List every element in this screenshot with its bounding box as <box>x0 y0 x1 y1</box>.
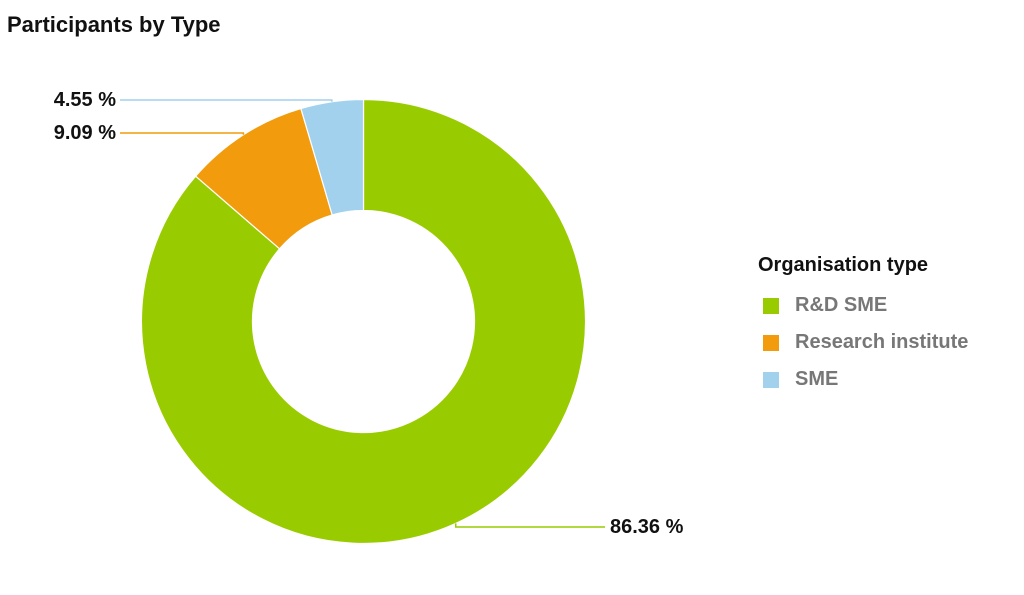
legend-label-rd-sme: R&D SME <box>795 294 888 316</box>
leader-line-sme <box>120 99 333 102</box>
chart-title: Participants by Type <box>7 12 221 37</box>
slices-group <box>140 98 587 545</box>
legend: Organisation type R&D SME Research insti… <box>758 254 968 398</box>
legend-item-sme[interactable]: SME <box>758 361 968 398</box>
legend-title: Organisation type <box>758 254 929 276</box>
leader-line-rd-sme <box>454 523 605 528</box>
legend-label-sme: SME <box>795 368 839 390</box>
data-label-rd-sme: 86.36 % <box>610 516 684 538</box>
slice-rd-sme[interactable] <box>140 98 587 545</box>
legend-label-research-institute: Research institute <box>795 331 969 353</box>
leader-line-research-institute <box>120 132 245 135</box>
legend-swatch-sme <box>763 371 779 388</box>
legend-swatch-research-institute <box>763 334 779 351</box>
data-label-research-institute: 9.09 % <box>54 122 116 144</box>
legend-item-research-institute[interactable]: Research institute <box>758 324 968 361</box>
data-labels-group: 86.36 % 9.09 % 4.55 % <box>54 89 684 538</box>
data-label-sme: 4.55 % <box>54 89 116 111</box>
leader-lines-group <box>120 99 605 528</box>
legend-swatch-rd-sme <box>763 297 779 314</box>
slice-sme[interactable] <box>300 98 365 216</box>
legend-item-rd-sme[interactable]: R&D SME <box>758 287 968 324</box>
